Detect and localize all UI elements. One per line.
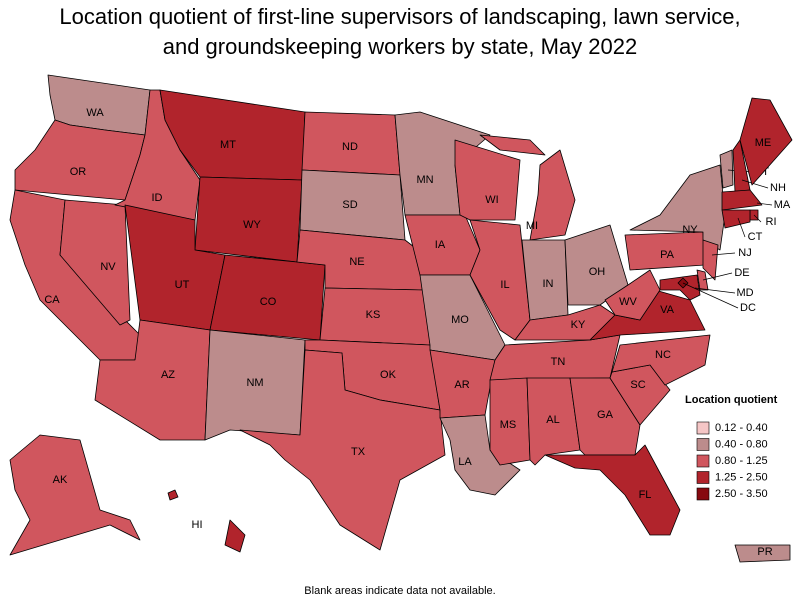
state-label: WY: [243, 219, 261, 231]
legend-swatch: [696, 487, 710, 501]
state: [489, 377, 531, 466]
leader-line: [741, 179, 769, 189]
state-label: OR: [70, 166, 87, 178]
leader-line: [682, 282, 739, 309]
state-label: NV: [100, 261, 116, 273]
state-label: PR: [757, 546, 772, 558]
state-label: ME: [755, 137, 772, 149]
state-label: OH: [589, 266, 606, 278]
leader-line: [694, 287, 736, 294]
state-label: LA: [458, 456, 472, 468]
state: [734, 544, 791, 563]
state-label: KY: [571, 319, 586, 331]
state: [454, 139, 521, 221]
state: [224, 519, 246, 553]
state: [469, 219, 531, 341]
state-label: DC: [740, 302, 756, 314]
state: [9, 434, 141, 556]
state: [659, 274, 701, 301]
state-label: NE: [349, 256, 364, 268]
state-label: KS: [366, 309, 381, 321]
leader-line: [702, 272, 733, 281]
state: [721, 189, 763, 211]
state: [739, 97, 793, 186]
state-label: MO: [451, 314, 469, 326]
state-label: WV: [619, 296, 637, 308]
state-label: NC: [655, 349, 671, 361]
state-label: IA: [435, 239, 446, 251]
state-label: IL: [500, 279, 509, 291]
state-label: MA: [774, 199, 791, 211]
state-label: DE: [734, 267, 749, 279]
state-label: MI: [526, 220, 538, 232]
state-label: NH: [770, 182, 786, 194]
legend-label: 0.40 - 0.80: [715, 438, 768, 450]
legend-swatch: [696, 438, 710, 451]
state-label: AK: [53, 474, 68, 486]
state: [529, 149, 576, 241]
legend-title: Location quotient: [685, 394, 778, 406]
state-label: CO: [260, 296, 277, 308]
state-label: NY: [682, 224, 698, 236]
state-label: ND: [342, 141, 358, 153]
map-title: Location quotient of first-line supervis…: [59, 4, 741, 59]
state-label: CA: [44, 294, 60, 306]
state-label: IN: [543, 278, 554, 290]
state: [696, 269, 709, 291]
state-label: UT: [175, 279, 190, 291]
state-label: GA: [597, 409, 614, 421]
state-label: MT: [220, 139, 236, 151]
state-label: NJ: [738, 247, 751, 259]
state-label: TN: [551, 356, 566, 368]
state-label: MS: [500, 419, 517, 431]
state: [167, 489, 179, 501]
leader-line: [711, 252, 736, 256]
leader-line: [753, 214, 762, 223]
state-label: TX: [351, 446, 366, 458]
state-label: MD: [736, 287, 753, 299]
state-label: CT: [748, 231, 763, 243]
legend-swatch: [696, 421, 710, 435]
state-label: AR: [454, 379, 469, 391]
state: [239, 349, 446, 551]
state-label: AL: [546, 414, 559, 426]
legend-swatch: [696, 454, 710, 468]
state: [721, 209, 751, 229]
legend-label: 0.12 - 0.40: [715, 422, 768, 434]
state: [702, 239, 719, 281]
state-label: NM: [246, 377, 263, 389]
state-label: AZ: [161, 369, 175, 381]
leader-line: [737, 217, 746, 238]
state-label: PA: [660, 249, 675, 261]
legend-swatch: [696, 471, 710, 484]
state-label: VA: [660, 304, 675, 316]
state-label: ID: [152, 192, 163, 204]
state: [544, 444, 681, 536]
state: [479, 134, 546, 156]
state: [209, 254, 326, 341]
state-label: SD: [342, 199, 357, 211]
leader-line: [756, 202, 773, 206]
legend-label: 0.80 - 1.25: [715, 455, 768, 467]
state-label: FL: [639, 489, 652, 501]
state: [719, 149, 734, 189]
footnote: Blank areas indicate data not available.: [304, 585, 495, 597]
state-label: OK: [380, 369, 397, 381]
state-label: SC: [630, 379, 645, 391]
state-label: HI: [192, 519, 203, 531]
state: [611, 334, 711, 386]
state-label: MN: [416, 174, 433, 186]
state-label: WA: [86, 107, 104, 119]
state-label: WI: [485, 194, 498, 206]
state: [59, 199, 131, 326]
state-label: RI: [766, 216, 777, 228]
state: [439, 414, 521, 496]
legend-label: 2.50 - 3.50: [715, 488, 768, 500]
legend-label: 1.25 - 2.50: [715, 471, 768, 483]
